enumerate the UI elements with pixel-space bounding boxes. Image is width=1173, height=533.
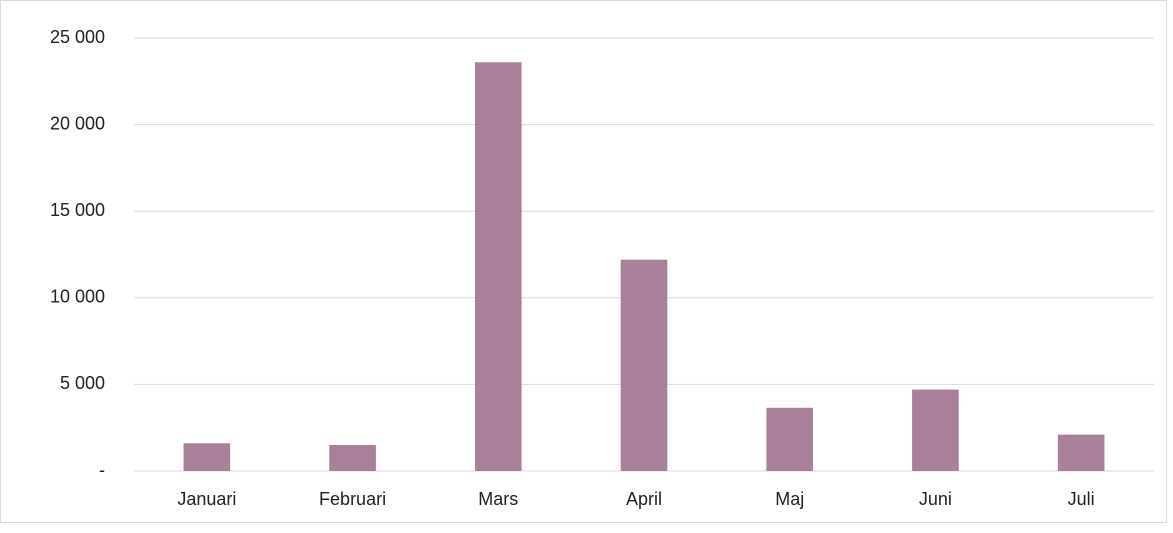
bar <box>183 443 231 471</box>
y-tick-label: 25 000 <box>50 27 105 47</box>
x-tick-label: Maj <box>775 489 804 509</box>
y-tick-label: 15 000 <box>50 200 105 220</box>
bar <box>474 62 522 472</box>
bar <box>766 407 814 471</box>
x-tick-label: Mars <box>478 489 518 509</box>
y-tick-label: 5 000 <box>60 373 105 393</box>
bar <box>912 389 959 471</box>
bar <box>1057 434 1105 471</box>
chart-frame <box>0 0 1167 523</box>
y-tick-label: 10 000 <box>50 287 105 307</box>
y-tick-label: - <box>99 460 105 480</box>
y-tick-label: 20 000 <box>50 113 105 133</box>
bar <box>620 259 668 471</box>
bar <box>329 445 376 471</box>
x-tick-label: Juli <box>1068 489 1095 509</box>
x-tick-label: Juni <box>919 489 952 509</box>
x-tick-label: April <box>626 489 662 509</box>
x-tick-label: Februari <box>319 489 386 509</box>
x-tick-label: Januari <box>177 489 236 509</box>
